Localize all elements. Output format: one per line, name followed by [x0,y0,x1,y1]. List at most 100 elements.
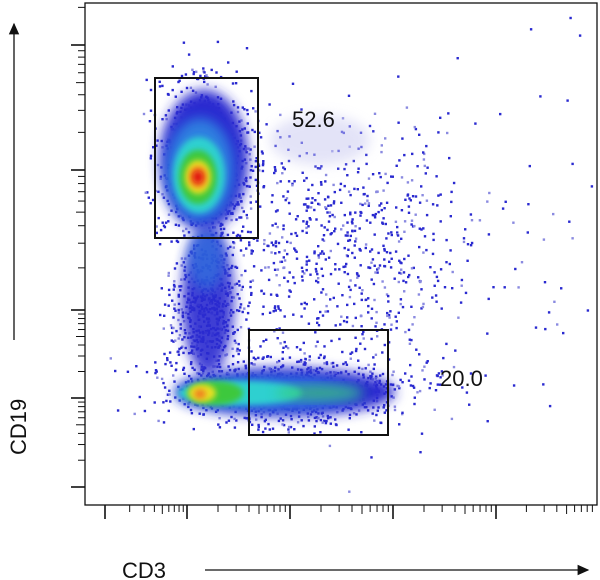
event-dot [420,288,423,291]
event-dot [294,218,298,221]
event-dot [421,194,424,197]
event-dot [309,273,312,276]
event-dot [230,218,233,222]
event-dot [359,210,362,214]
event-dot [237,280,241,283]
event-dot [365,219,369,222]
event-dot [262,305,265,308]
event-dot [242,225,245,228]
event-dot [168,389,171,392]
event-dot [268,103,271,106]
event-dot [435,175,438,178]
event-dot [347,285,351,289]
event-dot [177,80,180,84]
event-dot [344,361,347,364]
event-dot [333,215,336,219]
event-dot [313,252,316,255]
event-dot [492,286,495,289]
event-dot [332,365,335,368]
event-dot [412,266,415,270]
event-dot [367,202,371,205]
event-dot [245,213,248,217]
event-dot [232,332,235,335]
event-dot [366,199,369,202]
event-dot [544,327,547,331]
event-dot [190,361,193,364]
event-dot [221,223,224,226]
event-dot [411,195,415,198]
event-dot [439,376,442,379]
event-dot [324,173,328,177]
gate-cd3[interactable] [248,329,389,436]
event-dot [431,296,434,299]
event-dot [286,280,290,283]
event-dot [262,248,266,252]
event-dot [358,286,361,289]
event-dot [399,272,403,275]
event-dot [366,194,369,198]
event-dot [340,201,343,204]
event-dot [329,298,332,301]
event-dot [255,200,258,203]
event-dot [182,368,185,371]
event-dot [364,243,368,246]
event-dot [268,428,271,431]
event-dot [566,99,569,102]
event-dot [279,342,282,345]
event-dot [291,182,294,186]
event-dot [235,349,239,353]
event-dot [362,186,365,189]
event-dot [465,391,469,394]
gate-cd19[interactable] [154,77,259,239]
event-dot [333,190,336,194]
event-dot [162,401,165,404]
event-dot [388,260,391,263]
event-dot [452,181,456,185]
event-dot [355,347,358,351]
event-dot [431,203,435,206]
event-dot [290,232,293,236]
event-dot [321,415,325,418]
event-dot [383,258,386,261]
event-dot [273,268,277,271]
event-dot [237,342,240,346]
event-dot [355,272,359,275]
event-dot [160,287,163,290]
event-dot [176,240,180,244]
event-dot [344,234,347,237]
event-dot [171,299,174,302]
event-dot [364,367,367,370]
event-dot [303,272,306,275]
event-dot [305,255,309,259]
event-dot [245,185,249,188]
event-dot [462,240,466,244]
event-dot [332,183,335,187]
event-dot [245,47,249,50]
event-dot [236,309,239,312]
event-dot [367,177,371,180]
event-dot [281,419,285,422]
event-dot [274,245,278,248]
event-dot [329,233,332,236]
event-dot [300,419,303,422]
event-dot [335,423,338,427]
event-dot [303,179,306,182]
event-dot [282,423,286,427]
event-dot [156,163,160,167]
event-dot [353,302,356,306]
event-dot [387,313,391,317]
event-dot [271,427,275,430]
event-dot [397,280,400,284]
event-dot [276,225,279,229]
event-dot [349,213,352,216]
event-dot [380,202,383,205]
event-dot [418,389,422,393]
event-dot [364,298,368,301]
event-dot [241,106,244,109]
event-dot [383,411,386,414]
event-dot [464,291,468,295]
event-dot [408,197,411,200]
event-dot [159,313,162,317]
event-dot [304,203,307,206]
event-dot [560,287,563,290]
